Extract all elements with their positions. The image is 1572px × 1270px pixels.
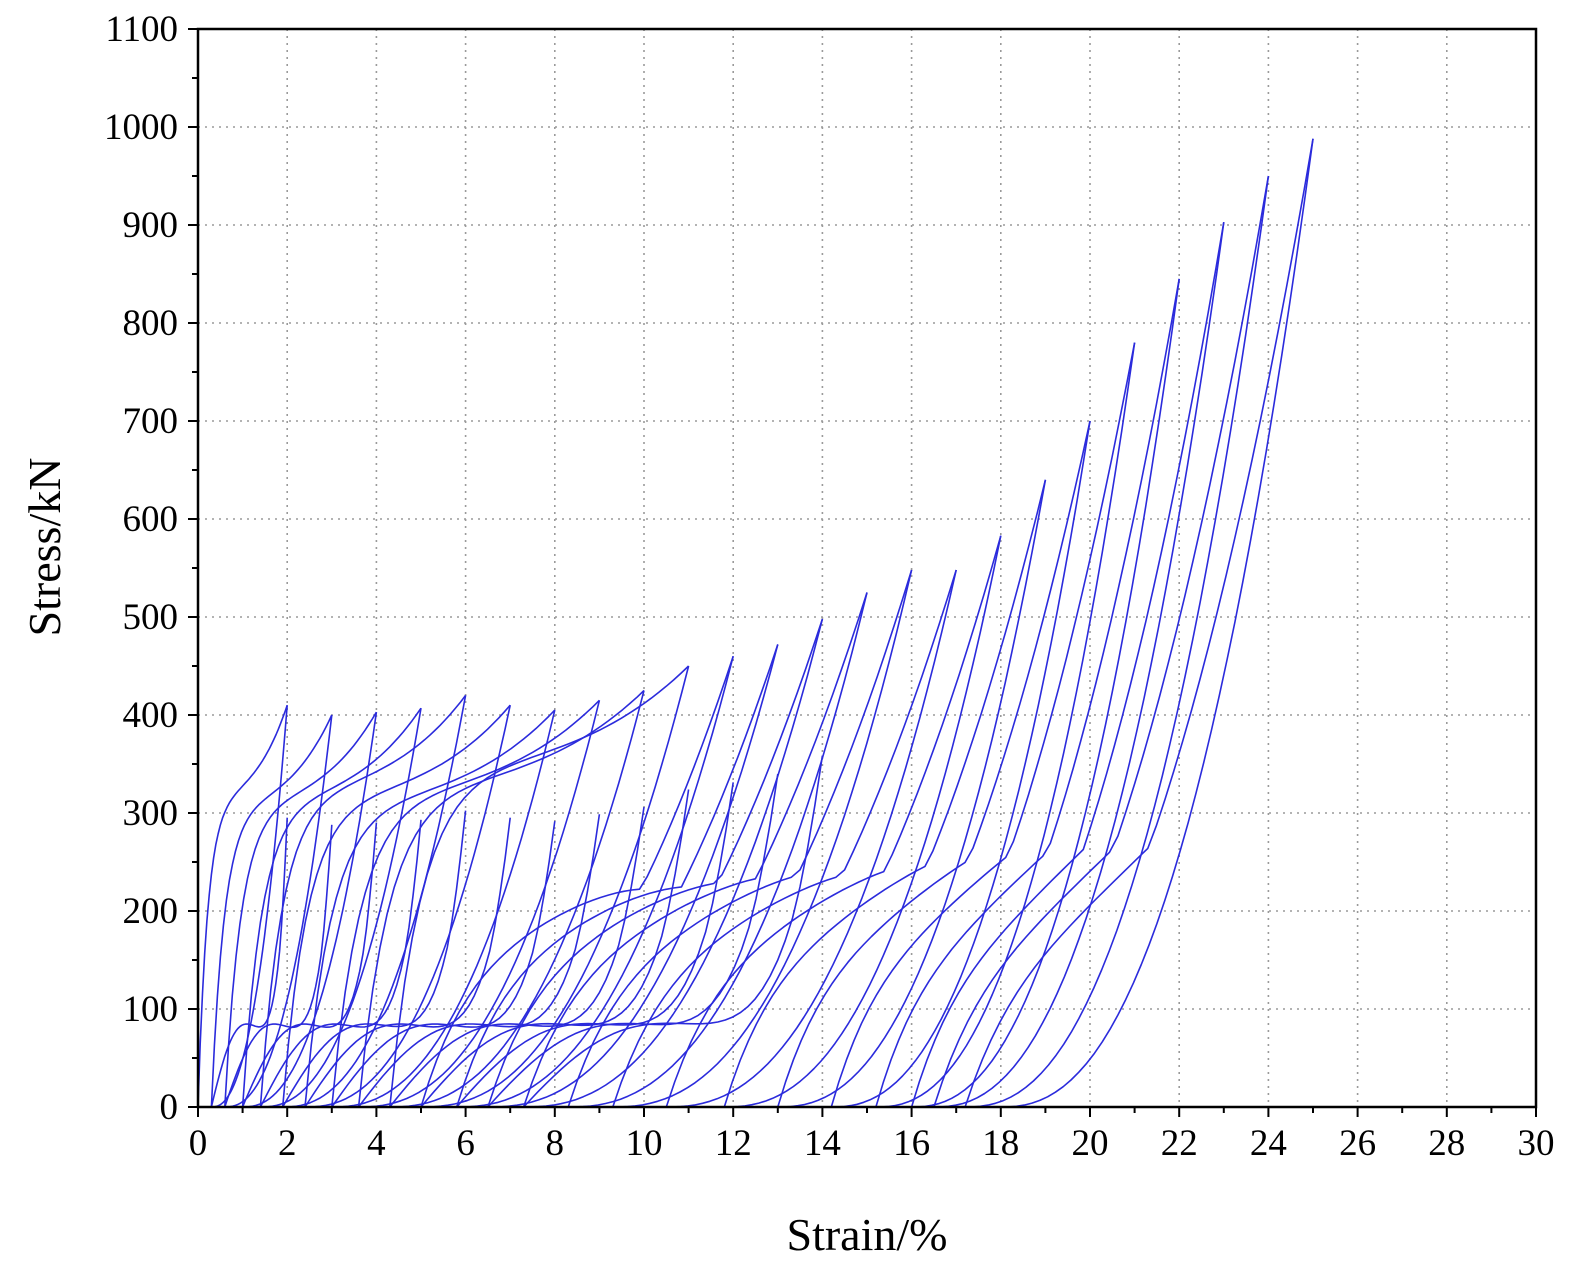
unloading-branch: [242, 711, 378, 1108]
y-tick-label: 800: [123, 303, 179, 344]
x-tick-label: 10: [626, 1123, 663, 1164]
unloading-branch: [875, 342, 1136, 1108]
y-tick-label: 600: [123, 499, 179, 540]
reloading-branch: [456, 782, 734, 1108]
reloading-branch: [282, 810, 467, 1108]
y-tick-label: 500: [123, 597, 179, 638]
unloading-branch: [331, 709, 556, 1108]
loading-branch: [567, 569, 913, 1108]
reloading-branch: [357, 814, 601, 1108]
unloading-branch: [933, 221, 1225, 1108]
y-tick-label: 1000: [104, 107, 178, 148]
unloading-branch: [420, 665, 690, 1108]
loading-branch: [389, 665, 690, 1108]
loading-branch: [522, 592, 868, 1108]
x-tick-label: 2: [278, 1123, 297, 1164]
y-tick-label: 300: [123, 793, 179, 834]
x-tick-label: 16: [893, 1123, 930, 1164]
unloading-branch: [568, 592, 868, 1108]
loading-branch: [197, 704, 288, 1108]
x-tick-label: 26: [1339, 1123, 1376, 1164]
unloading-branch: [666, 569, 957, 1108]
unloading-branch: [523, 618, 824, 1108]
unloading-branch: [304, 705, 511, 1108]
x-tick-label: 24: [1250, 1123, 1287, 1164]
loading-branch: [612, 569, 957, 1108]
unloading-branch: [487, 644, 779, 1108]
loading-branch: [357, 689, 645, 1108]
x-tick-label: 20: [1072, 1123, 1109, 1164]
x-tick-label: 30: [1518, 1123, 1555, 1164]
reloading-branch: [304, 817, 511, 1108]
loading-branch: [487, 618, 824, 1108]
reloading-branch: [487, 773, 779, 1108]
x-tick-label: 22: [1161, 1123, 1198, 1164]
reloading-branch: [420, 789, 690, 1108]
unloading-branch: [911, 278, 1180, 1108]
reloading-branch: [389, 806, 645, 1108]
y-tick-label: 1100: [105, 9, 178, 50]
x-tick-label: 0: [189, 1123, 208, 1164]
unloading-branch: [358, 700, 601, 1108]
x-tick-label: 28: [1428, 1123, 1465, 1164]
reloading-branch: [210, 817, 288, 1108]
x-tick-label: 6: [456, 1123, 475, 1164]
x-axis-title: Strain/%: [787, 1209, 948, 1260]
unloading-branch: [612, 569, 913, 1108]
loading-branch: [933, 175, 1270, 1108]
x-tick-label: 18: [982, 1123, 1019, 1164]
data-curves: [197, 138, 1314, 1108]
loading-branch: [665, 535, 1002, 1108]
loading-branch: [304, 709, 556, 1108]
x-tick-label: 8: [546, 1123, 565, 1164]
y-tick-label: 0: [160, 1087, 179, 1128]
loading-branch: [875, 278, 1180, 1108]
loading-branch: [830, 342, 1136, 1108]
loading-branch: [777, 420, 1091, 1108]
reloading-branch: [224, 824, 333, 1108]
loading-branch: [723, 479, 1047, 1108]
x-tick-label: 4: [367, 1123, 386, 1164]
loading-branch: [420, 655, 734, 1108]
grid: [198, 29, 1536, 1107]
unloading-branch: [211, 705, 288, 1108]
unloading-branch: [831, 420, 1091, 1108]
loading-branch: [224, 711, 378, 1108]
reloading-branch: [331, 821, 556, 1108]
y-axis-title: Stress/kN: [19, 458, 70, 637]
loading-branch: [241, 707, 422, 1108]
x-tick-label: 14: [804, 1123, 841, 1164]
loading-branch: [210, 714, 333, 1108]
plot-frame: [196, 27, 1538, 1109]
loading-branch: [331, 699, 600, 1108]
loading-branch: [964, 138, 1314, 1108]
y-tick-label: 200: [123, 891, 179, 932]
loading-branch: [910, 221, 1225, 1108]
loading-branch: [259, 694, 467, 1108]
y-tick-label: 400: [123, 695, 179, 736]
unloading-branch: [389, 690, 645, 1108]
unloading-branch: [1000, 138, 1314, 1108]
unloading-branch: [724, 535, 1002, 1108]
axis-ticks: 0 2 4 6 8 10 12 14 16 18 20 22 24 26 28 300100200300400…: [104, 9, 1555, 1164]
unloading-branch: [777, 479, 1047, 1108]
loading-branch: [455, 644, 779, 1108]
unloading-branch: [456, 655, 734, 1108]
reloading-branch: [523, 755, 824, 1108]
y-tick-label: 100: [123, 989, 179, 1030]
y-tick-label: 700: [123, 401, 179, 442]
loading-branch: [281, 704, 511, 1108]
x-tick-label: 12: [715, 1123, 752, 1164]
unloading-branch: [965, 175, 1270, 1108]
y-tick-label: 900: [123, 205, 179, 246]
